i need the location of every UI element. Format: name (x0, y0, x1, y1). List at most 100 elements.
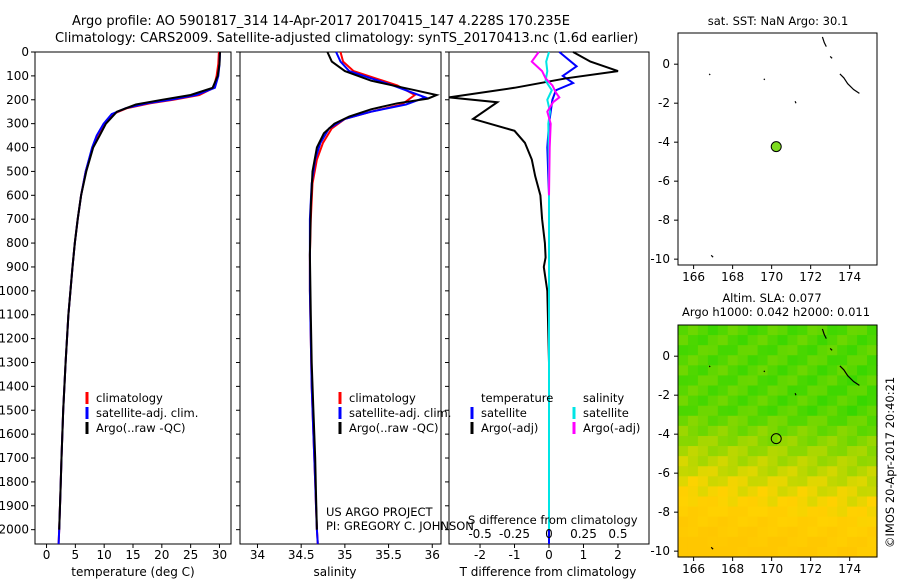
salinity-xlabel: salinity (313, 565, 356, 579)
sla-cell (847, 456, 858, 467)
sla-cell (767, 355, 779, 366)
sla-cell (807, 496, 818, 508)
sla-cell (678, 446, 689, 457)
sla-cell (817, 435, 828, 447)
sla-cell (678, 425, 689, 437)
sla-cell (767, 425, 779, 437)
sla-cell (707, 516, 719, 528)
sla-cell (717, 365, 729, 377)
sla-cell (747, 536, 759, 548)
header-line1: Argo profile: AO 5901817_314 14-Apr-2017… (72, 14, 570, 29)
difference-t-xtick-label: 1 (580, 548, 588, 562)
sla-cell (737, 446, 749, 457)
sla-cell (807, 385, 818, 397)
map-ytick-label: -6 (658, 174, 670, 188)
depth-tick-label: 900 (6, 260, 29, 274)
sla-cell (837, 456, 848, 467)
map-ytick-label: 0 (662, 349, 670, 363)
island (839, 73, 860, 94)
sla-cell (747, 335, 759, 346)
sla-cell (787, 405, 798, 417)
sla-cell (807, 355, 818, 366)
sla-cell (787, 506, 798, 518)
sla-cell (717, 456, 729, 467)
sla-cell (847, 526, 858, 538)
sla-cell (837, 496, 848, 508)
sla-cell (767, 395, 779, 407)
sla-cell (767, 526, 779, 538)
sla-cell (737, 506, 749, 518)
depth-tick-label: 0 (21, 45, 29, 59)
sla-cell (837, 506, 848, 518)
sla-cell (797, 435, 808, 447)
sla-cell (737, 375, 749, 387)
sla-cell (867, 546, 878, 558)
legend-sal-argo: Argo(-adj) (583, 421, 640, 435)
sla-cell (717, 506, 729, 518)
sla-cell (697, 536, 709, 548)
map-ytick-label: -2 (658, 96, 670, 110)
sst-map-title: sat. SST: NaN Argo: 30.1 (708, 14, 849, 28)
temperature-xlabel: temperature (deg C) (71, 565, 194, 579)
sla-cell (857, 506, 868, 518)
difference-t-xtick-label: 2 (614, 548, 622, 562)
sla-cell (727, 385, 739, 397)
sla-map-axes (677, 324, 878, 558)
sla-cell (847, 506, 858, 518)
map-ytick-label: -8 (658, 213, 670, 227)
sla-cell (857, 446, 868, 457)
sla-cell (817, 496, 828, 508)
sla-cell (817, 546, 828, 558)
series-line-climatology (308, 51, 417, 545)
sla-cell (827, 395, 838, 407)
sla-cell (797, 355, 808, 366)
sla-cell (837, 395, 848, 407)
sla-cell (727, 425, 739, 437)
legend-temp-argo: Argo(-adj) (481, 421, 538, 435)
map-xtick-label: 168 (721, 562, 744, 576)
sla-cell (777, 325, 789, 336)
sla-cell (807, 526, 818, 538)
salinity-xtick-label: 35.5 (375, 548, 402, 562)
salinity-xtick-label: 34.5 (288, 548, 315, 562)
sla-cell (837, 425, 848, 437)
sla-cell (847, 425, 858, 437)
sla-cell (787, 496, 798, 508)
sla-cell (817, 466, 828, 477)
sla-cell (707, 546, 719, 558)
sla-cell (857, 476, 868, 487)
sla-cell (678, 486, 689, 498)
temperature-legend: climatology satellite-adj. clim. Argo(..… (85, 391, 198, 435)
map-xtick-label: 170 (760, 270, 783, 284)
sla-cell (757, 536, 769, 548)
sla-cell (707, 385, 719, 397)
salinity-credit-line2: PI: GREGORY C. JOHNSON (326, 519, 474, 533)
sla-cell (747, 375, 759, 387)
sla-cell (837, 335, 848, 346)
depth-tick-label: 1800 (0, 475, 29, 489)
sla-cell (787, 456, 798, 467)
sla-cell (867, 325, 878, 336)
sla-cell (777, 496, 789, 508)
sla-cell (787, 446, 798, 457)
sla-cell (837, 476, 848, 487)
sla-cell (837, 486, 848, 498)
sla-cell (717, 546, 729, 558)
difference-xticks: -2 -1 0 1 2 -0.5 -0.25 0 0.25 0.5 (468, 527, 627, 562)
sla-cell (837, 405, 848, 417)
sla-cell (797, 405, 808, 417)
sla-cell (737, 516, 749, 528)
sla-cell (757, 496, 769, 508)
sla-cell (687, 446, 699, 457)
sla-cell (777, 425, 789, 437)
sla-cell (777, 486, 789, 498)
sla-cell (767, 476, 779, 487)
sla-cell (757, 516, 769, 528)
sla-cell (867, 536, 878, 548)
sla-cell (847, 546, 858, 558)
sla-cell (797, 496, 808, 508)
sla-cell (827, 365, 838, 377)
sla-cell (857, 526, 868, 538)
sla-cell (867, 435, 878, 447)
depth-tick-label: 2000 (0, 523, 29, 537)
